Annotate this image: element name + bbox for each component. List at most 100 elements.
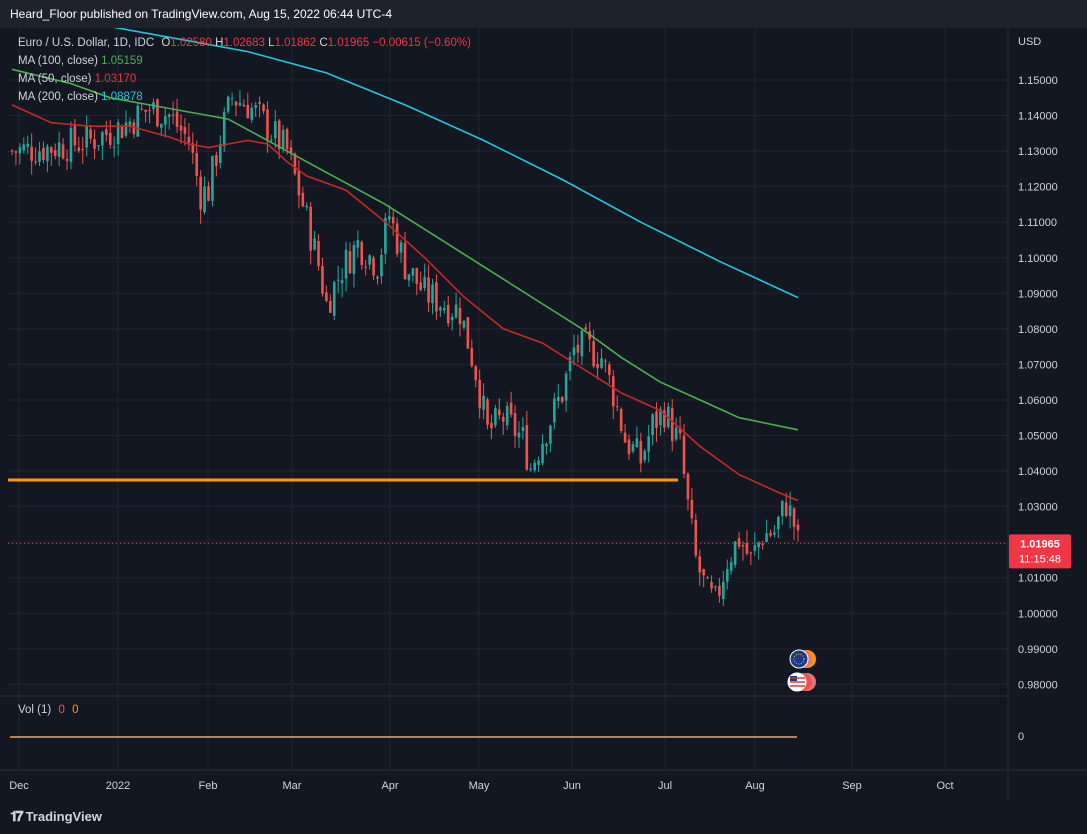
candle-body <box>376 276 379 279</box>
candle-body <box>466 317 470 349</box>
ma50-row[interactable]: MA (50, close) 1.03170 <box>18 70 471 88</box>
candle-body <box>61 144 65 159</box>
candle-body <box>423 276 426 289</box>
candle-body <box>387 216 391 220</box>
candle-body <box>757 542 760 548</box>
candle-body <box>498 409 501 416</box>
ma200-line <box>113 28 799 299</box>
time-tick-label: Feb <box>199 780 218 792</box>
ma100-label: MA (100, close) <box>18 55 98 67</box>
candle-body <box>549 425 552 444</box>
candle-body <box>230 98 234 100</box>
candle-body <box>289 147 293 153</box>
symbol-row: Euro / U.S. Dollar, 1D, IDC O1.02580 H1.… <box>18 34 471 52</box>
candle-body <box>678 427 682 434</box>
time-tick-label: Aug <box>745 780 765 792</box>
candle-body <box>494 408 497 426</box>
volume-axis-label: 0 <box>1018 731 1024 743</box>
price-chart[interactable]: USD 1.15000 1.14000 1.13000 1.12000 1.11000 1.… <box>0 28 1087 800</box>
time-tick-label: Sep <box>842 780 862 792</box>
candle-body <box>89 129 92 139</box>
candle-body <box>529 468 533 470</box>
candle-body <box>85 125 88 148</box>
candle-body <box>281 129 285 149</box>
candle-body <box>427 277 430 303</box>
candle-body <box>513 413 517 437</box>
eu-stars <box>793 653 805 665</box>
candle-body <box>619 408 623 432</box>
candle-body <box>293 153 297 174</box>
candle-body <box>769 533 772 536</box>
candle-body <box>788 505 792 516</box>
time-tick-label: Apr <box>381 780 398 792</box>
candle-body <box>242 104 246 107</box>
candle-body <box>69 127 73 163</box>
candle-body <box>725 569 729 582</box>
high-value: 1.02683 <box>223 37 265 49</box>
candle-body <box>305 205 309 208</box>
ma100-row[interactable]: MA (100, close) 1.05159 <box>18 52 471 70</box>
candle-body <box>222 112 226 147</box>
ma100-line <box>11 68 799 431</box>
candle-body <box>564 373 568 401</box>
candle-body <box>348 251 352 274</box>
currency-label: USD <box>1018 36 1041 48</box>
candle-body <box>65 158 69 161</box>
candle-body <box>584 327 588 330</box>
candle-body <box>148 110 151 112</box>
candle-body <box>46 146 49 162</box>
candle-body <box>411 268 415 276</box>
candle-body <box>777 516 780 530</box>
ma50-value: 1.03170 <box>94 73 137 85</box>
candle-body <box>674 427 678 440</box>
candle-body <box>631 444 635 452</box>
price-tick-label: 0.98000 <box>1018 679 1058 691</box>
candle-body <box>729 562 733 571</box>
candle-body <box>171 114 175 116</box>
candle-body <box>733 541 737 565</box>
candle-body <box>226 96 230 112</box>
candle-body <box>360 241 364 266</box>
volume-legend[interactable]: Vol (1) 0 0 <box>18 704 78 716</box>
candle-body <box>517 432 521 438</box>
candle-body <box>313 238 316 250</box>
candle-body <box>698 556 702 573</box>
candle-body <box>741 545 745 547</box>
symbol-name[interactable]: Euro / U.S. Dollar, 1D, IDC <box>18 37 155 49</box>
price-tick-label: 0.99000 <box>1018 644 1058 656</box>
price-tick-label: 1.11000 <box>1018 217 1057 229</box>
candle-body <box>97 145 100 147</box>
candle-body <box>336 279 340 281</box>
candle-body <box>745 543 749 554</box>
candle-body <box>77 147 81 151</box>
tradingview-brand-text: TradingView <box>25 809 102 824</box>
candle-body <box>458 308 462 325</box>
candle-body <box>42 148 45 160</box>
tradingview-brand[interactable]: 𝟏𝟕 TradingView <box>10 808 102 825</box>
candle-body <box>391 216 395 224</box>
candle-body <box>560 397 564 402</box>
candle-body <box>22 144 26 151</box>
candle-body <box>478 379 481 409</box>
candle-body <box>714 586 717 588</box>
price-tick-label: 1.09000 <box>1018 288 1058 300</box>
ma200-label: MA (200, close) <box>18 91 98 103</box>
candle-body <box>344 249 348 279</box>
candle-body <box>195 153 199 176</box>
candle-body <box>14 151 18 153</box>
ma200-row[interactable]: MA (200, close) 1.08878 <box>18 88 471 106</box>
candle-body <box>446 304 450 324</box>
publish-info: Heard_Floor published on TradingView.com… <box>10 7 393 21</box>
candle-body <box>431 284 434 304</box>
candle-body <box>203 186 206 213</box>
candle-body <box>132 122 136 135</box>
candle-body <box>596 363 599 369</box>
price-tick-label: 1.06000 <box>1018 395 1058 407</box>
candle-body <box>611 376 615 407</box>
eu-flag-icon <box>789 649 809 669</box>
candle-body <box>627 439 631 455</box>
time-tick-label: Dec <box>9 780 29 792</box>
ma200-value: 1.08878 <box>101 91 143 103</box>
last-price-label: 1.01965 <box>1020 538 1060 550</box>
candle-body <box>702 569 705 576</box>
